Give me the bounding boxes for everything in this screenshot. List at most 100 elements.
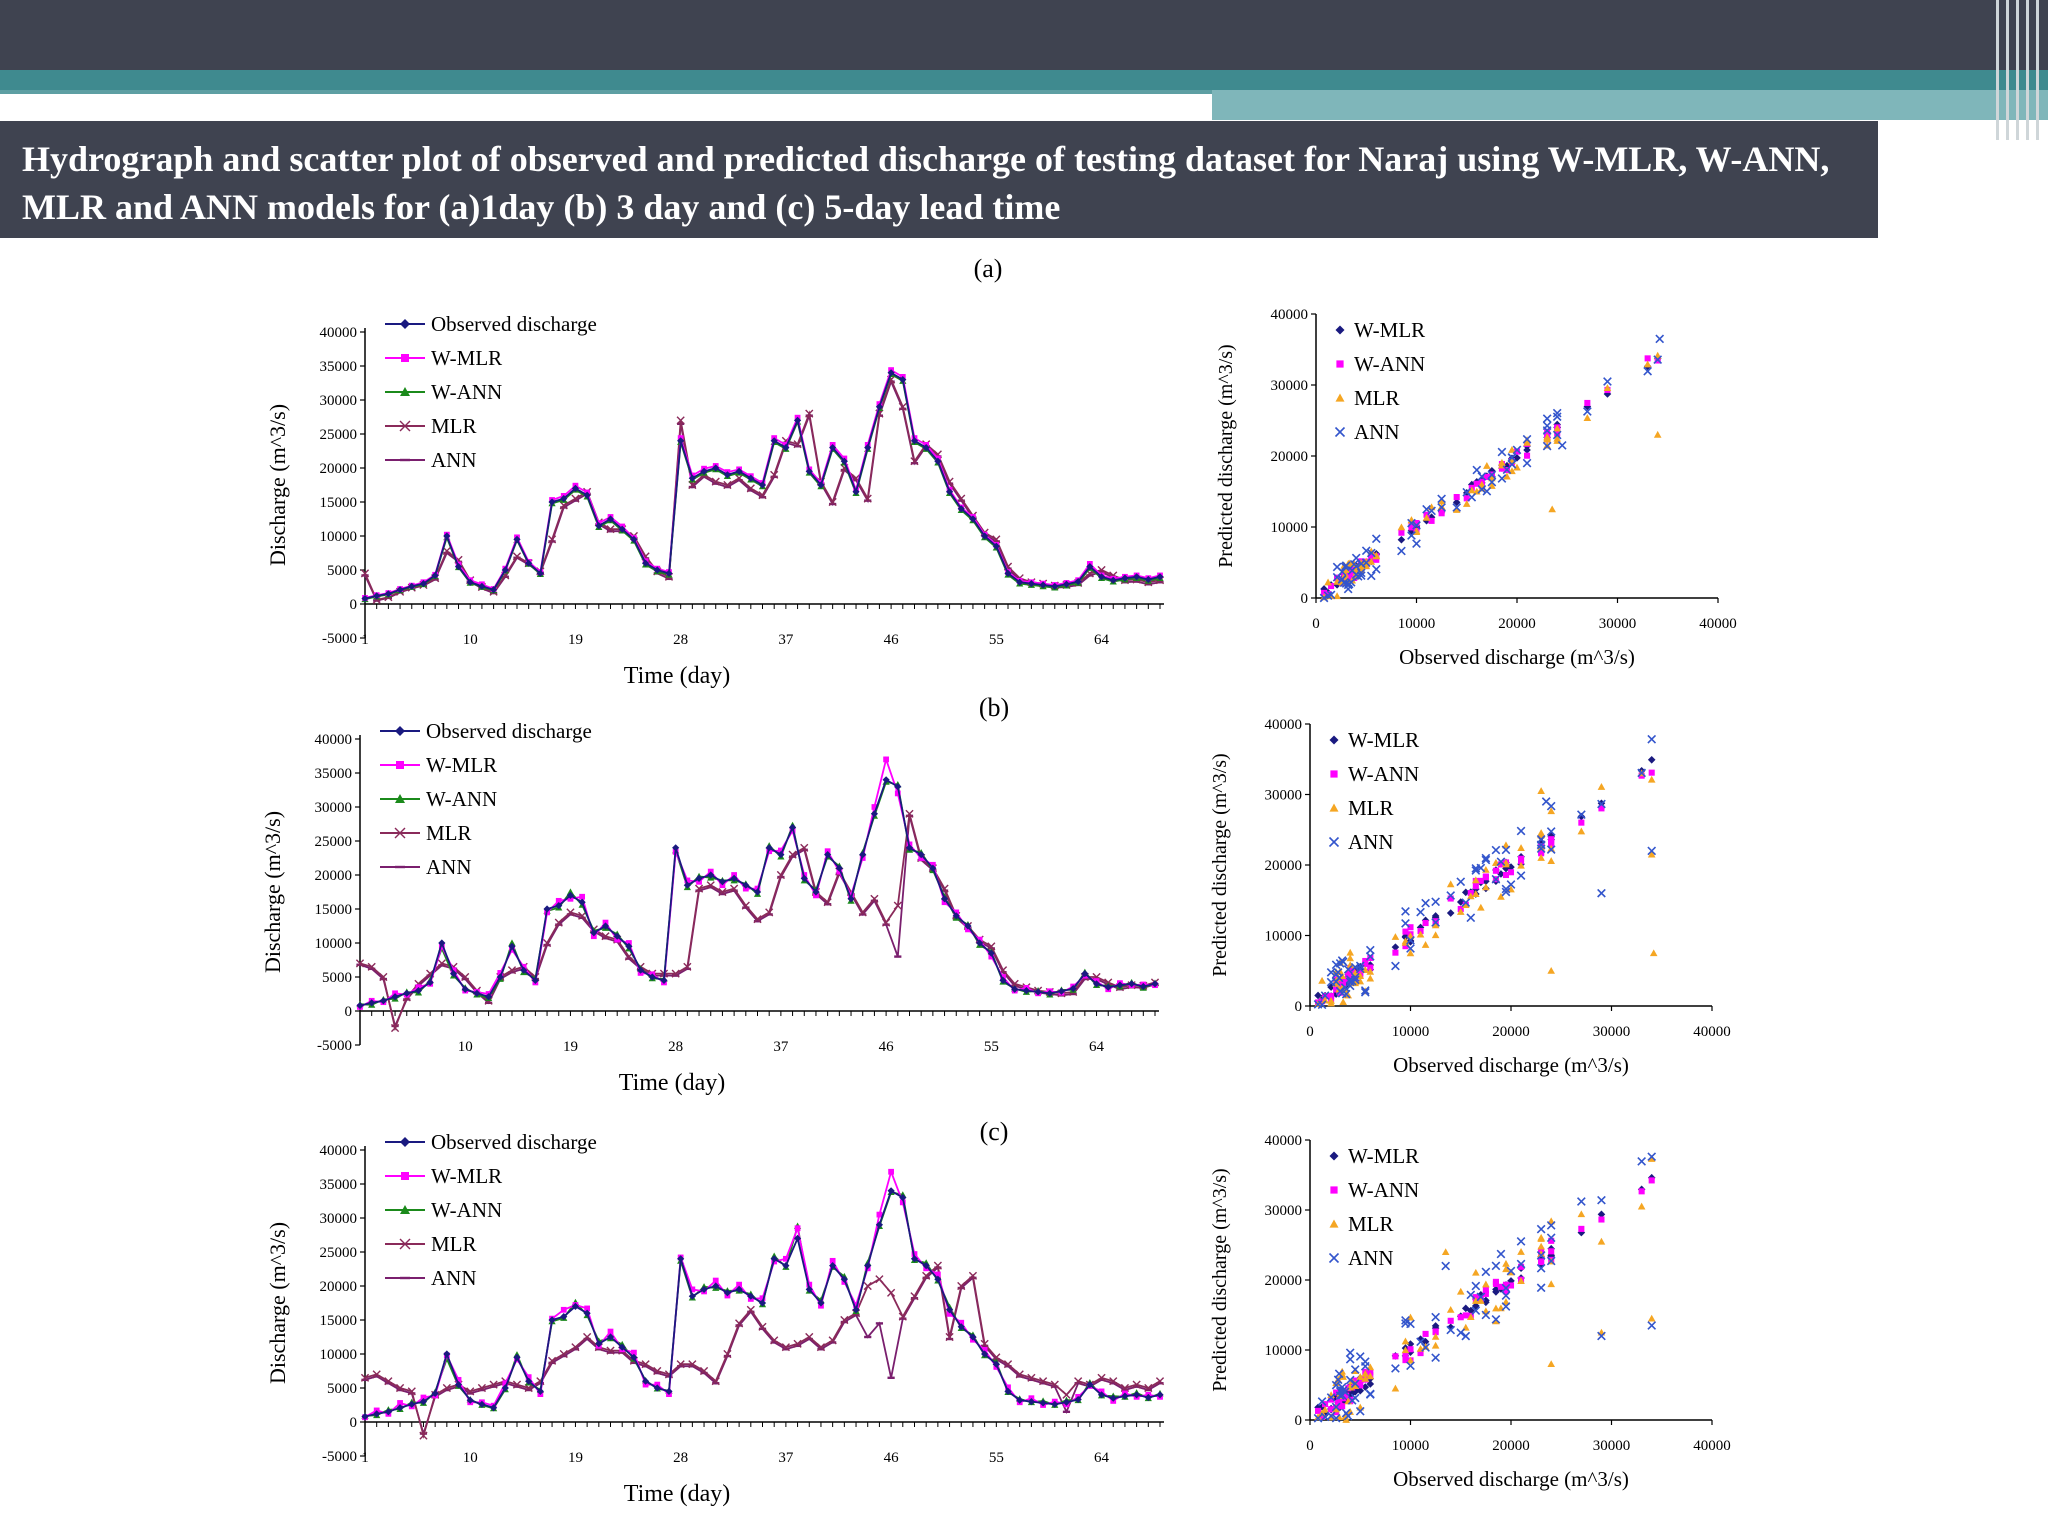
data-point <box>863 494 872 503</box>
data-point <box>688 480 697 490</box>
scatter-point <box>1447 1317 1454 1324</box>
data-point <box>571 484 580 492</box>
data-point <box>730 889 738 892</box>
data-point <box>454 1381 463 1389</box>
data-point <box>442 546 451 556</box>
scatter-point <box>1446 909 1455 917</box>
scatter-point <box>1481 1310 1491 1320</box>
scatter-point <box>1397 523 1406 531</box>
scatter-point <box>1467 1306 1475 1315</box>
data-point <box>1144 583 1152 586</box>
scatter-point <box>1339 998 1347 1006</box>
scatter-point <box>1351 553 1361 563</box>
scatter-point <box>1546 1233 1556 1243</box>
scatter-point <box>1637 1202 1646 1210</box>
scatter-point <box>1542 414 1552 423</box>
data-point <box>414 987 423 995</box>
y-tick-label: 10000 <box>320 1347 358 1363</box>
data-point <box>502 1380 509 1387</box>
data-point <box>560 1354 568 1358</box>
y-tick-label: 40000 <box>320 325 358 341</box>
data-point <box>606 1346 615 1355</box>
data-point <box>403 989 411 997</box>
data-point <box>583 1337 591 1341</box>
data-point <box>765 844 773 852</box>
data-point <box>957 1281 966 1291</box>
data-point <box>1144 1388 1152 1392</box>
scatter-point <box>1346 954 1354 962</box>
data-point <box>864 1335 872 1339</box>
data-point <box>712 1282 720 1290</box>
data-point <box>379 997 387 1005</box>
scatter-point <box>1357 1377 1364 1384</box>
data-point <box>1144 1393 1152 1402</box>
scatter-point <box>1492 867 1499 874</box>
data-point <box>922 1276 930 1280</box>
scatter-point <box>1546 1256 1556 1266</box>
data-point <box>367 962 376 971</box>
data-point <box>806 1281 813 1288</box>
y-tick-label: 25000 <box>320 427 358 443</box>
data-point <box>630 535 638 543</box>
y-tick-label: 20000 <box>315 868 353 884</box>
scatter-point <box>1467 892 1475 900</box>
scatter-point <box>1326 590 1336 600</box>
data-point <box>390 1023 400 1033</box>
data-point <box>1051 1385 1059 1388</box>
data-point <box>688 474 696 482</box>
scatter-point <box>1417 1350 1424 1357</box>
scatter-point <box>1428 517 1435 524</box>
data-point <box>695 874 703 882</box>
y-tick-label: 15000 <box>320 495 358 511</box>
data-point <box>793 440 802 449</box>
data-point <box>630 1361 638 1365</box>
data-point <box>477 1383 487 1393</box>
data-point <box>910 457 919 466</box>
y-tick-label: 35000 <box>320 359 358 375</box>
scatter-point <box>1347 566 1357 575</box>
scatter-point <box>1576 810 1586 819</box>
data-point <box>648 973 656 981</box>
scatter-point <box>1548 836 1555 843</box>
data-point <box>864 499 872 502</box>
data-point <box>905 809 914 818</box>
data-point <box>746 1305 755 1314</box>
data-point <box>485 1001 493 1005</box>
data-point <box>431 578 439 581</box>
data-point <box>718 887 727 897</box>
scatter-plot-2: 40000 30000 20000 10000 00 10000 20000 30000 400… <box>1209 1133 1731 1491</box>
data-point <box>883 756 889 763</box>
scatter-point <box>1365 951 1375 961</box>
data-point <box>672 974 680 977</box>
data-point <box>898 402 907 411</box>
data-point <box>992 542 1000 550</box>
data-point <box>665 577 673 581</box>
scatter-point <box>1517 1247 1525 1255</box>
data-point <box>957 505 965 513</box>
data-point <box>699 1366 709 1376</box>
data-point <box>1104 983 1112 991</box>
scatter-point <box>1360 1361 1370 1371</box>
data-point <box>625 957 633 960</box>
x-tick-label: 40000 <box>1693 1438 1731 1454</box>
x-tick-label: 10 <box>463 1450 478 1466</box>
scatter-point <box>1406 1313 1415 1321</box>
data-point <box>864 444 872 452</box>
data-point <box>688 1360 697 1369</box>
data-point <box>753 915 762 924</box>
scatter-point <box>1453 494 1460 501</box>
data-point <box>584 1305 591 1312</box>
scatter-point <box>1547 844 1555 852</box>
data-point <box>373 1375 381 1378</box>
scatter-point <box>1447 895 1454 902</box>
scatter-point <box>1472 1297 1480 1304</box>
data-point <box>449 970 458 978</box>
data-point <box>555 902 563 910</box>
scatter-point <box>1467 492 1477 502</box>
scatter-point <box>1492 1285 1500 1294</box>
scatter-point <box>1597 1331 1606 1341</box>
scatter-point <box>1413 519 1420 527</box>
data-point <box>438 964 446 967</box>
data-point <box>1109 1382 1117 1385</box>
legend-label: ANN <box>431 448 477 472</box>
